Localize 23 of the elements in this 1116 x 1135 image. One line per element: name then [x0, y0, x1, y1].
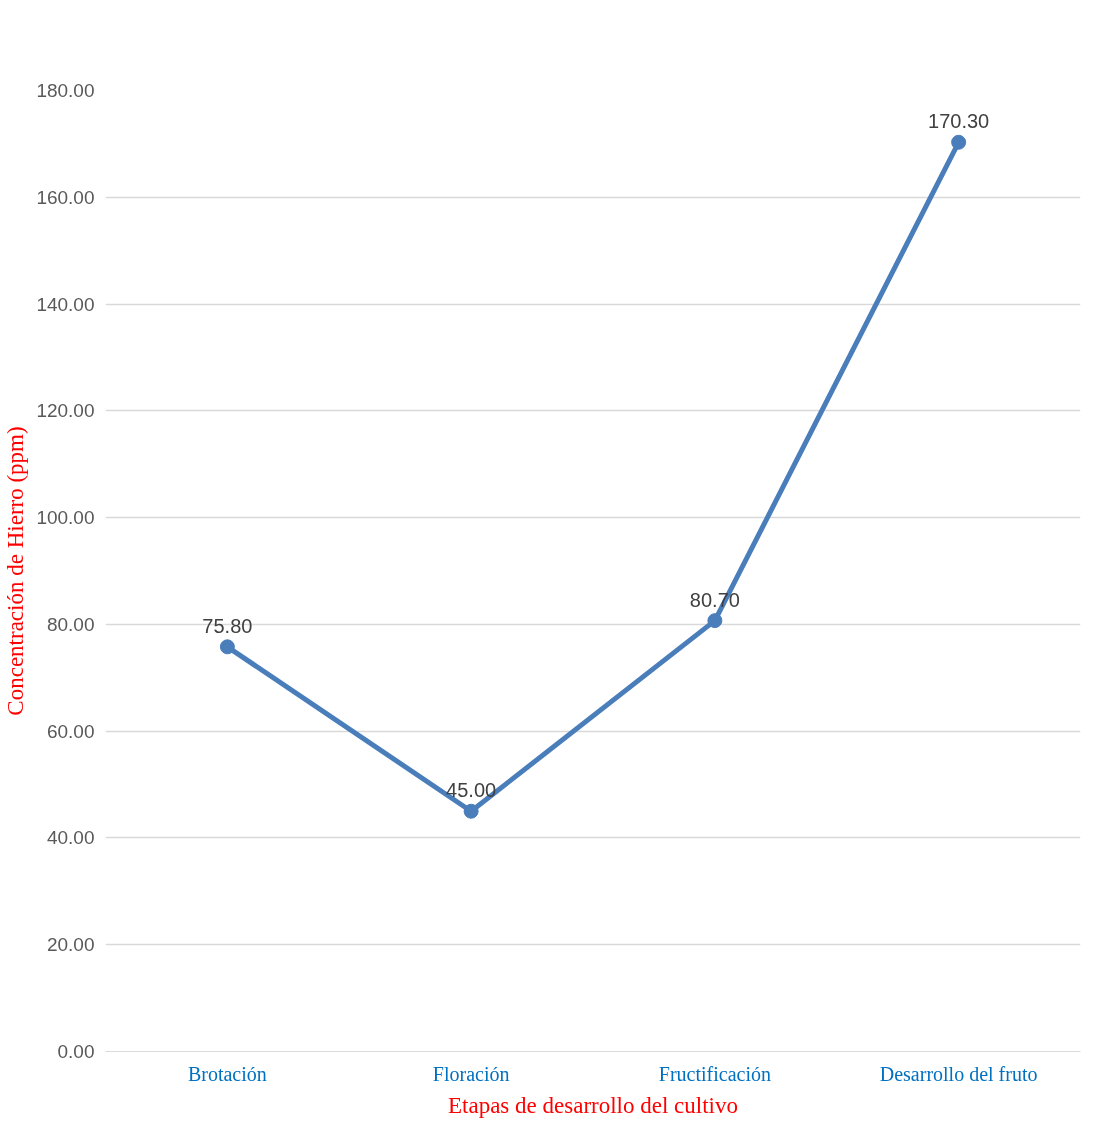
y-axis-title: Concentración de Hierro (ppm)	[3, 426, 29, 716]
point	[219, 639, 235, 655]
y-tick-label: 40.00	[46, 827, 95, 849]
y-tick-label: 0.00	[57, 1041, 95, 1062]
point	[707, 613, 723, 629]
point	[951, 134, 967, 150]
y-tick-label: 160.00	[36, 186, 95, 208]
point	[463, 803, 479, 819]
x-tick-label: Floración	[432, 1062, 510, 1085]
y-tick-label: 180.00	[36, 80, 95, 101]
y-tick-label: 100.00	[36, 507, 95, 529]
data-label: 45.00	[446, 779, 497, 802]
y-tick-label: 60.00	[46, 720, 95, 742]
x-tick-label: Desarrollo del fruto	[879, 1062, 1038, 1085]
y-tick-label: 120.00	[36, 400, 95, 422]
data-label: 170.30	[928, 110, 990, 133]
y-tick-label: 80.00	[46, 613, 95, 635]
data-label: 75.80	[202, 614, 253, 637]
y-tick-label: 140.00	[36, 293, 95, 315]
x-tick-label: Fructificación	[658, 1062, 771, 1085]
x-axis-title: Etapas de desarrollo del cultivo	[448, 1092, 738, 1118]
x-tick-label: Brotación	[187, 1062, 267, 1085]
y-tick-label: 20.00	[46, 934, 95, 956]
